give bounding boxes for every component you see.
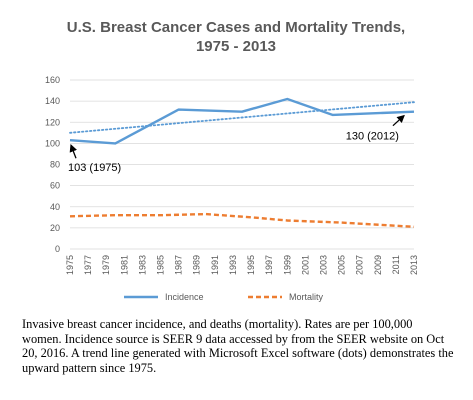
x-tick-label: 2005 [337, 255, 347, 275]
legend-label-mortality: Mortality [289, 292, 324, 302]
x-tick-label: 2001 [300, 255, 310, 275]
y-tick-label: 160 [45, 75, 60, 85]
x-tick-label: 2013 [409, 255, 419, 275]
x-tick-label: 1997 [264, 255, 274, 275]
x-tick-label: 2007 [355, 255, 365, 275]
legend: Incidence Mortality [124, 292, 324, 302]
annotation-arrow [392, 114, 405, 127]
legend-label-incidence: Incidence [165, 292, 204, 302]
annotation-label: 103 (1975) [68, 162, 121, 174]
annotation-label: 130 (2012) [346, 131, 399, 143]
y-tick-label: 140 [45, 96, 60, 106]
annotation-arrow [69, 143, 77, 159]
x-tick-label: 1977 [83, 255, 93, 275]
x-tick-label: 1989 [192, 255, 202, 275]
x-tick-label: 2003 [318, 255, 328, 275]
x-tick-label: 1975 [65, 255, 75, 275]
trendline [69, 101, 415, 134]
x-tick-label: 1983 [137, 255, 147, 275]
x-tick-label: 1995 [246, 255, 256, 275]
series-line-mortality [69, 212, 415, 228]
annotations: 103 (1975) 130 (2012) [68, 114, 405, 174]
x-axis: 1975 1977 1979 1981 1983 1985 1987 1989 1991 1993… [65, 255, 419, 275]
gridlines [70, 79, 414, 250]
x-tick-label: 1999 [282, 255, 292, 275]
y-tick-label: 100 [45, 138, 60, 148]
y-tick-label: 60 [50, 181, 60, 191]
x-tick-label: 1985 [156, 255, 166, 275]
x-tick-label: 2009 [373, 255, 383, 275]
x-tick-label: 1981 [119, 255, 129, 275]
x-tick-label: 1991 [210, 255, 220, 275]
x-tick-label: 1987 [174, 255, 184, 275]
figure-caption: Invasive breast cancer incidence, and de… [22, 317, 454, 375]
x-tick-label: 1979 [101, 255, 111, 275]
y-tick-label: 40 [50, 202, 60, 212]
y-axis: 0 20 40 60 80 100 120 140 160 [45, 75, 60, 254]
chart: U.S. Breast Cancer Cases and Mortality T… [45, 19, 419, 302]
x-tick-label: 1993 [228, 255, 238, 275]
y-tick-label: 120 [45, 117, 60, 127]
x-tick-label: 2011 [391, 255, 401, 274]
y-tick-label: 80 [50, 160, 60, 170]
series-group [69, 97, 415, 228]
series-line-incidence [69, 97, 415, 145]
y-tick-label: 0 [55, 244, 60, 254]
chart-subtitle: 1975 - 2013 [196, 38, 276, 55]
chart-title: U.S. Breast Cancer Cases and Mortality T… [67, 19, 405, 36]
y-tick-label: 20 [50, 223, 60, 233]
